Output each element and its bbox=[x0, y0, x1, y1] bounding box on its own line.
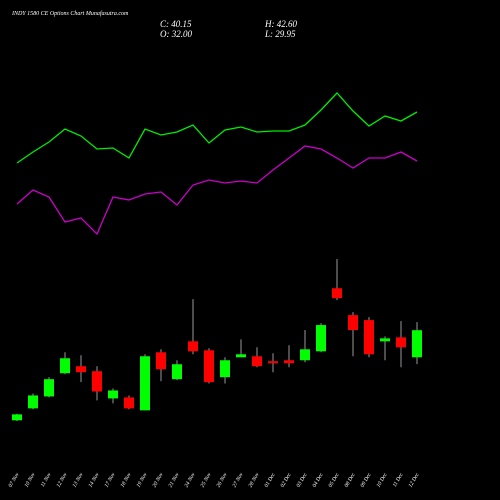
x-tick-label: 26 Nov bbox=[216, 472, 229, 489]
x-tick-label: 27 Nov bbox=[232, 472, 245, 489]
candle-body bbox=[124, 397, 134, 409]
candle-body bbox=[300, 349, 310, 361]
candle-body bbox=[380, 338, 390, 342]
candle-body bbox=[204, 350, 214, 383]
x-tick-label: 18 Nov bbox=[120, 472, 133, 489]
candle-body bbox=[60, 358, 70, 374]
candle-body bbox=[268, 361, 278, 364]
x-tick-label: 02 Dec bbox=[280, 472, 293, 489]
x-tick-label: 08 Dec bbox=[344, 472, 357, 489]
x-tick-label: 09 Dec bbox=[360, 472, 373, 489]
x-tick-label: 14 Nov bbox=[87, 471, 101, 489]
indicator-line bbox=[16, 145, 418, 236]
candle-body bbox=[236, 354, 246, 358]
open-text: O: 32.00 bbox=[160, 29, 192, 39]
candle-body bbox=[284, 360, 294, 364]
candle-body bbox=[140, 356, 150, 411]
x-tick-label: 19 Nov bbox=[136, 472, 149, 489]
candle-body bbox=[396, 337, 406, 348]
x-tick-label: 17 Nov bbox=[104, 472, 117, 489]
candle-body bbox=[348, 315, 358, 331]
candle-body bbox=[172, 364, 182, 380]
high-text: H: 42.60 bbox=[264, 19, 297, 29]
x-tick-label: 03 Dec bbox=[296, 472, 309, 489]
x-tick-label: 13 Nov bbox=[72, 472, 85, 489]
indicator-line bbox=[16, 92, 418, 164]
x-tick-label: 01 Dec bbox=[264, 472, 277, 489]
x-tick-label: 12 Nov bbox=[56, 472, 69, 489]
x-tick-label: 10 Nov bbox=[24, 472, 37, 489]
candle-body bbox=[76, 366, 86, 373]
x-tick-label: 11 Dec bbox=[392, 472, 405, 489]
candle-body bbox=[188, 341, 198, 352]
x-tick-label: 28 Nov bbox=[248, 472, 261, 489]
x-tick-label: 07 Nov bbox=[8, 472, 21, 489]
candle-body bbox=[156, 352, 166, 370]
candle-body bbox=[108, 390, 118, 399]
candle-body bbox=[44, 379, 54, 397]
x-tick-label: 12 Dec bbox=[408, 472, 421, 489]
candle-body bbox=[364, 320, 374, 355]
x-tick-label: 05 Dec bbox=[328, 472, 341, 489]
x-tick-label: 11 Nov bbox=[40, 472, 53, 489]
x-tick-label: 24 Nov bbox=[183, 471, 197, 489]
close-text: C: 40.15 bbox=[160, 19, 192, 29]
candle-body bbox=[252, 356, 262, 367]
candle-body bbox=[316, 325, 326, 352]
candle-body bbox=[412, 330, 422, 358]
x-tick-label: 25 Nov bbox=[200, 472, 213, 489]
x-tick-label: 04 Dec bbox=[311, 471, 325, 489]
x-tick-label: 20 Nov bbox=[152, 472, 165, 489]
low-text: L: 29.95 bbox=[264, 29, 296, 39]
candle-body bbox=[28, 395, 38, 409]
candle-body bbox=[92, 371, 102, 392]
candle-body bbox=[332, 288, 342, 299]
chart-title: INDY 1580 CE Options Chart Munafasutra.c… bbox=[11, 10, 129, 17]
x-tick-label: 21 Nov bbox=[168, 472, 181, 489]
candle-body bbox=[12, 414, 22, 421]
candle-body bbox=[220, 360, 230, 378]
x-tick-label: 10 Dec bbox=[376, 472, 389, 489]
